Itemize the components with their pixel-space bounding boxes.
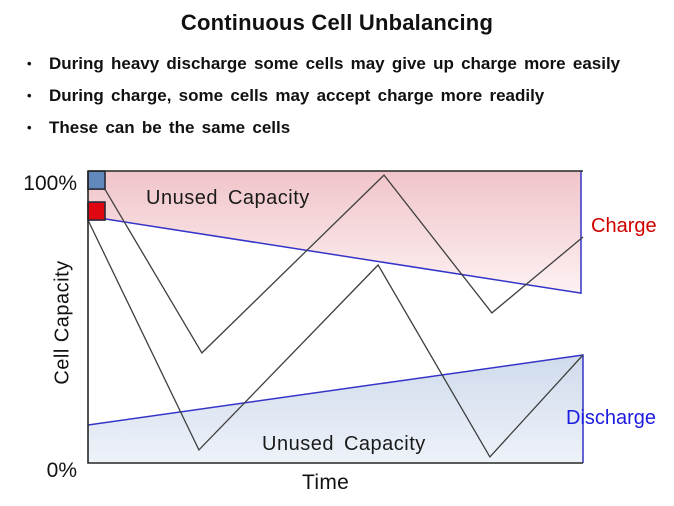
charge-series-label: Charge (591, 215, 657, 237)
cell-b-marker (87, 201, 106, 221)
bullet-text: During heavy discharge some cells may gi… (49, 54, 621, 73)
bullet-list: • During heavy discharge some cells may … (24, 53, 654, 149)
y-tick-0: 0% (46, 459, 77, 482)
unused-capacity-charge-annotation: Unused Capacity (146, 187, 310, 209)
plot-axes (87, 170, 583, 464)
slide-title: Continuous Cell Unbalancing (180, 10, 494, 35)
bullet-item: • During charge, some cells may accept c… (24, 85, 654, 106)
x-axis-label: Time (302, 471, 350, 494)
cell-a-capacity-line (104, 174, 584, 354)
unused-capacity-discharge-annotation: Unused Capacity (262, 433, 426, 455)
bullet-text: During charge, some cells may accept cha… (49, 86, 545, 105)
bullet-marker: • (27, 88, 32, 103)
y-axis-label: Cell Capacity (51, 260, 74, 385)
bullet-item: • During heavy discharge some cells may … (24, 53, 654, 74)
cell-b-capacity-line (87, 219, 584, 458)
bullet-marker: • (27, 120, 32, 135)
bullet-text: These can be the same cells (49, 118, 291, 137)
chart-layers (87, 170, 584, 464)
cell-a-marker (87, 170, 106, 190)
discharge-series-label: Discharge (566, 407, 657, 429)
charge-limit-line (104, 171, 582, 294)
bullet-marker: • (27, 56, 32, 71)
bullet-item: • These can be the same cells (24, 117, 654, 138)
charge-limit-region (88, 171, 581, 294)
y-tick-100: 100% (23, 172, 77, 195)
